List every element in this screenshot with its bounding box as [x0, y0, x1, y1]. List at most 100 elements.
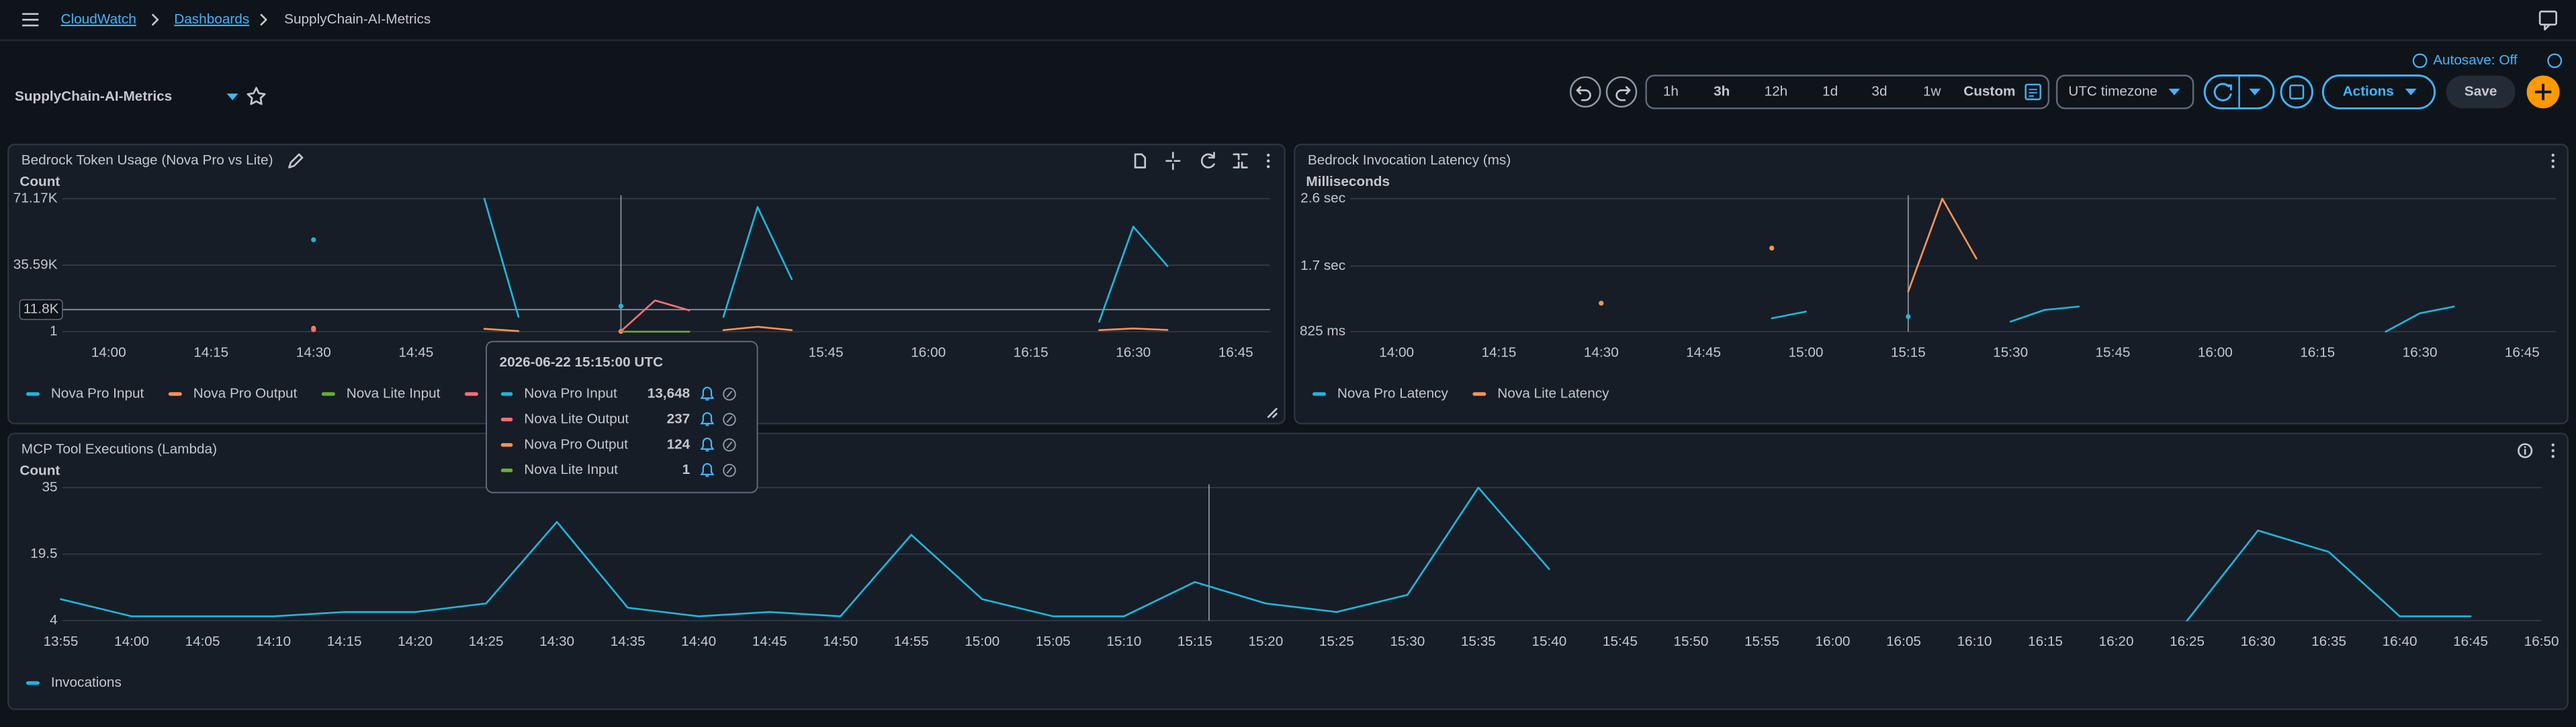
top-bar: CloudWatch Dashboards SupplyChain-AI-Met… [0, 10, 2576, 42]
edit-icon[interactable] [288, 153, 304, 168]
alarm-icon[interactable] [700, 463, 715, 477]
feedback-icon[interactable] [2538, 10, 2557, 31]
info-icon[interactable] [2412, 53, 2428, 68]
x-tick-label: 16:05 [1886, 634, 1921, 649]
x-tick-label: 16:30 [2403, 344, 2438, 360]
y-tick-label: 35.59K [13, 256, 58, 272]
hide-icon-slash [726, 441, 733, 448]
x-tick-label: 16:30 [2241, 634, 2276, 649]
x-tick-label: 15:35 [1461, 634, 1496, 649]
autosave-link[interactable]: Autosave: Off [2433, 52, 2518, 68]
hide-icon[interactable] [723, 413, 736, 426]
x-tick-label: 15:40 [1531, 634, 1566, 649]
legend-label[interactable]: Nova Lite Latency [1497, 385, 1609, 401]
hide-icon-slash [726, 416, 733, 423]
hide-icon[interactable] [723, 387, 736, 401]
time-range-button[interactable]: 1d [1822, 83, 1838, 99]
refresh-button[interactable] [2203, 75, 2275, 109]
menu-icon[interactable] [21, 13, 39, 27]
breadcrumb-link[interactable]: CloudWatch [60, 11, 136, 27]
hide-icon-slash [726, 390, 733, 398]
widget-title: Bedrock Invocation Latency (ms) [1308, 152, 1511, 168]
x-tick-label: 14:30 [539, 634, 574, 649]
x-tick-label: 14:55 [894, 634, 929, 649]
widget-title: MCP Tool Executions (Lambda) [21, 442, 217, 457]
x-tick-label: 14:10 [256, 634, 291, 649]
widget: Bedrock Invocation Latency (ms) Milliseco… [1294, 144, 2569, 425]
insights-icon[interactable] [1165, 152, 1181, 171]
hover-value-box [19, 299, 63, 320]
time-range-button[interactable]: 1w [1923, 83, 1942, 99]
series-point [1906, 313, 1911, 320]
alarm-icon[interactable] [700, 387, 715, 401]
hide-icon[interactable] [723, 438, 736, 452]
hide-icon[interactable] [723, 463, 736, 477]
time-range-button[interactable]: 3d [1871, 83, 1887, 99]
x-tick-label: 16:00 [911, 344, 946, 360]
x-tick-label: 15:00 [1788, 344, 1823, 360]
tooltip-title: 2026-06-22 15:15:00 UTC [500, 354, 664, 370]
y-axis-label: Count [19, 463, 60, 478]
x-tick-label: 16:50 [2524, 634, 2559, 649]
x-tick-label: 14:00 [91, 344, 126, 360]
series-point [618, 303, 624, 309]
x-tick-label: 15:30 [1993, 344, 2028, 360]
alarm-icon[interactable] [700, 412, 715, 426]
y-tick-label: 1.7 sec [1300, 258, 1345, 273]
x-tick-label: 16:25 [2170, 634, 2205, 649]
x-tick-label: 15:30 [1390, 634, 1425, 649]
export-icon[interactable] [1134, 153, 1147, 168]
dropdown-arrow [2168, 89, 2180, 95]
y-tick-label: 825 ms [1300, 324, 1345, 339]
info-icon[interactable] [2547, 53, 2563, 68]
redo-button[interactable] [1605, 76, 1638, 108]
calendar-icon[interactable] [2025, 83, 2041, 101]
save-button[interactable]: Save [2446, 75, 2516, 109]
add-widget-button[interactable] [2526, 75, 2560, 109]
time-range-button[interactable]: 1h [1663, 83, 1679, 99]
more-menu[interactable] [2551, 153, 2555, 168]
legend-label[interactable]: Nova Pro Latency [1337, 385, 1449, 401]
legend-label[interactable]: Invocations [51, 675, 122, 690]
x-tick-label: 14:15 [193, 344, 228, 360]
x-tick-label: 15:45 [1603, 634, 1638, 649]
x-tick-label: 14:35 [611, 634, 646, 649]
x-tick-label: 15:45 [2096, 344, 2131, 360]
dashboard-dropdown[interactable] [226, 93, 238, 101]
timezone-select[interactable] [2055, 75, 2194, 109]
timezone-label: UTC timezone [2068, 83, 2158, 99]
resize-handle[interactable] [1267, 407, 1278, 418]
series-point [1769, 245, 1775, 251]
x-tick-label: 15:45 [809, 344, 844, 360]
info-icon[interactable] [2518, 443, 2533, 458]
undo-button[interactable] [1569, 76, 1601, 108]
time-range-button[interactable]: Custom [1963, 83, 2015, 99]
x-tick-label: 14:40 [681, 634, 716, 649]
more-menu[interactable] [2551, 443, 2555, 458]
x-tick-label: 16:45 [2505, 344, 2540, 360]
y-axis-label: Milliseconds [1306, 174, 1390, 189]
x-tick-label: 15:20 [1248, 634, 1283, 649]
legend-label[interactable]: Nova Lite Input [347, 385, 441, 401]
legend-label[interactable]: Nova Pro Input [51, 385, 144, 401]
time-range-button[interactable]: 3h [1714, 83, 1730, 99]
fullscreen-button[interactable] [2280, 75, 2313, 109]
x-tick-label: 14:30 [1584, 344, 1619, 360]
legend-label[interactable]: Nova Pro Output [193, 385, 298, 401]
y-tick-label: 1 [50, 324, 58, 339]
breadcrumb-link[interactable]: Dashboards [174, 11, 249, 27]
favorite-star[interactable] [247, 87, 266, 105]
actions-button[interactable]: Actions [2321, 75, 2436, 109]
x-tick-label: 15:05 [1036, 634, 1071, 649]
alarm-icon[interactable] [700, 437, 715, 452]
x-tick-label: 16:45 [2453, 634, 2488, 649]
refresh-widget-icon[interactable] [1200, 152, 1215, 168]
x-tick-label: 16:00 [2198, 344, 2233, 360]
time-range-button[interactable]: 12h [1765, 83, 1788, 99]
breadcrumb-current: SupplyChain-AI-Metrics [284, 11, 431, 27]
more-menu[interactable] [1266, 153, 1270, 168]
y-tick-label: 19.5 [30, 546, 57, 561]
expand-icon[interactable] [1233, 153, 1248, 168]
tooltip-value: 13,648 [648, 385, 691, 401]
series-point [311, 237, 316, 242]
